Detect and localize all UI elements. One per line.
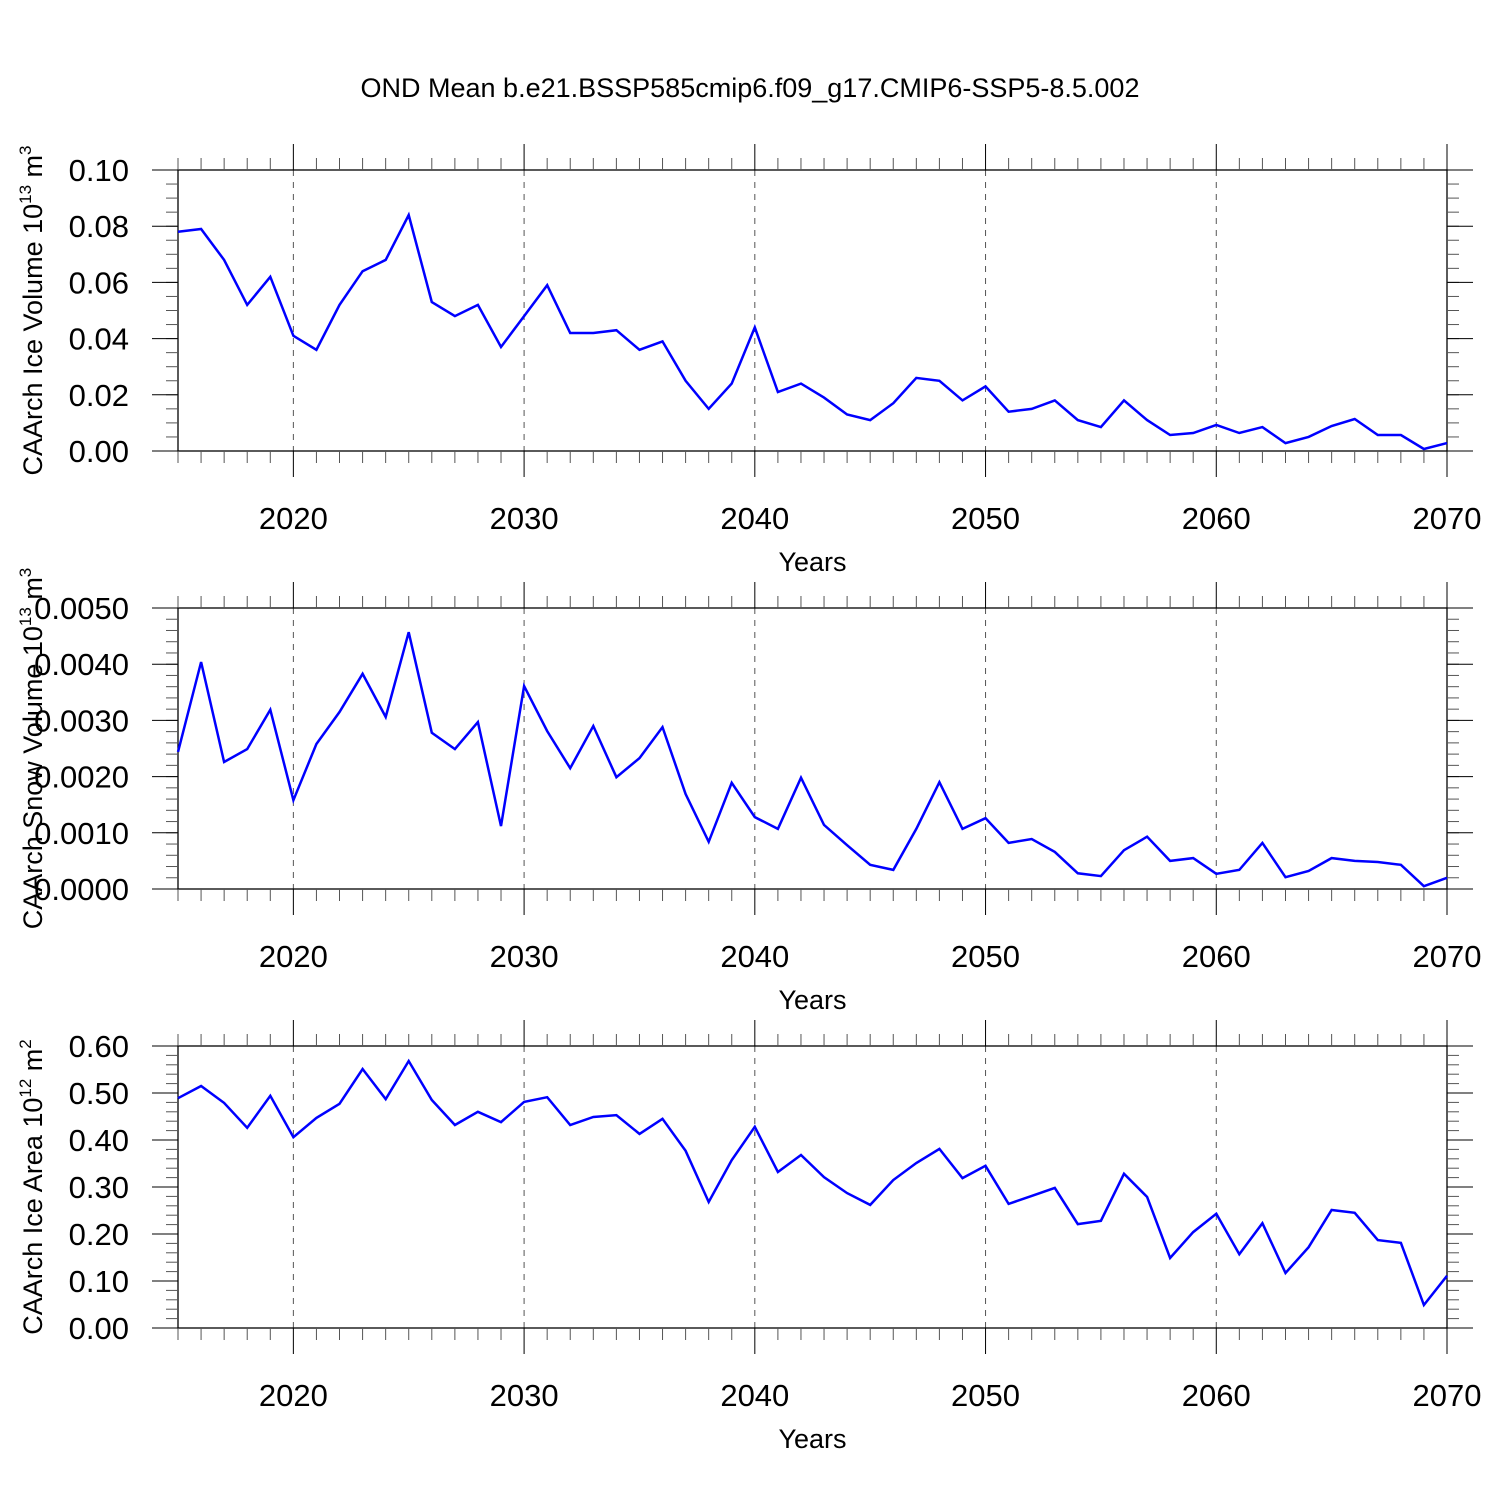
x-tick-label: 2040 — [720, 501, 789, 536]
y-tick-label: 0.10 — [69, 1264, 129, 1299]
x-tick-label: 2030 — [490, 1378, 559, 1413]
x-tick-label: 2030 — [490, 939, 559, 974]
x-tick-label: 2020 — [259, 1378, 328, 1413]
y-tick-label: 0.0050 — [34, 591, 129, 626]
x-tick-label: 2020 — [259, 501, 328, 536]
x-tick-label: 2060 — [1182, 1378, 1251, 1413]
y-tick-label: 0.0000 — [34, 872, 129, 907]
y-tick-label: 0.50 — [69, 1076, 129, 1111]
y-tick-label: 0.30 — [69, 1170, 129, 1205]
y-axis-label: CAArch Ice Volume 1013 m3 — [16, 145, 48, 475]
x-tick-label: 2070 — [1413, 501, 1482, 536]
y-tick-label: 0.06 — [69, 265, 129, 300]
x-tick-label: 2040 — [720, 1378, 789, 1413]
y-tick-label: 0.0020 — [34, 760, 129, 795]
y-axis-label-part: 12 — [16, 1079, 35, 1098]
series-line — [176, 631, 1448, 888]
x-tick-label: 2060 — [1182, 939, 1251, 974]
y-axis-label-part: 3 — [16, 568, 35, 577]
y-axis-label-part: 2 — [16, 1039, 35, 1048]
x-tick-label: 2050 — [951, 501, 1020, 536]
x-tick-label: 2070 — [1413, 1378, 1482, 1413]
y-axis-label-part: CAArch Ice Area 10 — [18, 1098, 48, 1335]
y-tick-label: 0.0030 — [34, 703, 129, 738]
x-axis-label: Years — [778, 547, 846, 577]
y-tick-label: 0.40 — [69, 1123, 129, 1158]
plot-frame — [177, 169, 1448, 452]
y-tick-label: 0.08 — [69, 209, 129, 244]
y-axis-label: CAArch Ice Area 1012 m2 — [16, 1039, 48, 1335]
y-axis-label-part: 13 — [16, 185, 35, 204]
x-tick-label: 2020 — [259, 939, 328, 974]
panel-3: 0.00 0.10 0.20 0.30 0.40 0.50 0.60 2020 2030 2040… — [16, 1020, 1481, 1454]
y-axis-label-part: m — [18, 1049, 48, 1079]
y-axis-label-part: 13 — [16, 607, 35, 626]
y-tick-label: 0.0040 — [34, 647, 129, 682]
y-axis-label: CAArch Snow Volume 1013 m3 — [16, 568, 48, 930]
y-axis-label-part: CAArch Ice Volume 10 — [18, 204, 48, 476]
y-tick-label: 0.0010 — [34, 816, 129, 851]
x-axis-label: Years — [778, 985, 846, 1015]
plot-frame — [177, 1045, 1448, 1329]
x-tick-label: 2060 — [1182, 501, 1251, 536]
x-tick-label: 2040 — [720, 939, 789, 974]
panel-2: 0.0000 0.0010 0.0020 0.0030 0.0040 0.0050 2020… — [16, 568, 1481, 1015]
y-tick-label: 0.00 — [69, 1311, 129, 1346]
y-axis-label-part: CAArch Snow Volume 10 — [18, 626, 48, 929]
y-axis-label-part: m — [18, 577, 48, 607]
y-axis-label-part: 3 — [16, 145, 35, 154]
x-tick-label: 2050 — [951, 939, 1020, 974]
y-tick-label: 0.20 — [69, 1217, 129, 1252]
x-tick-label: 2050 — [951, 1378, 1020, 1413]
plot-frame — [177, 607, 1448, 890]
series-line — [177, 1058, 1448, 1308]
panel-1: 0.00 0.02 0.04 0.06 0.08 0.10 2020 2030 2040 2050… — [16, 144, 1481, 577]
x-tick-label: 2070 — [1413, 939, 1482, 974]
y-axis-label-part: m — [18, 155, 48, 185]
chart-title: OND Mean b.e21.BSSP585cmip6.f09_g17.CMIP… — [361, 73, 1140, 103]
y-tick-label: 0.10 — [69, 153, 129, 188]
y-tick-label: 0.02 — [69, 378, 129, 413]
x-axis-label: Years — [778, 1424, 846, 1454]
y-tick-label: 0.60 — [69, 1029, 129, 1064]
x-tick-label: 2030 — [490, 501, 559, 536]
y-tick-label: 0.04 — [69, 322, 129, 357]
y-tick-label: 0.00 — [69, 434, 129, 469]
series-line — [177, 211, 1448, 451]
